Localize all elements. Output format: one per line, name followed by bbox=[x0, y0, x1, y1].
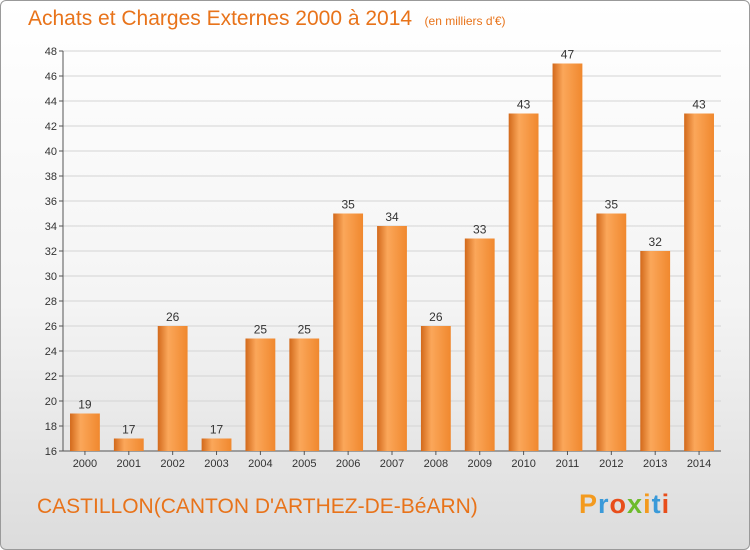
x-tick-label-2008: 2008 bbox=[424, 458, 448, 470]
bar-2004 bbox=[245, 338, 276, 451]
value-label-2002: 26 bbox=[166, 310, 180, 324]
bar-2012 bbox=[596, 213, 627, 451]
bar-2010 bbox=[508, 113, 539, 451]
commune-name: CASTILLON(CANTON D'ARTHEZ-DE-BéARN) bbox=[37, 495, 478, 518]
value-label-2009: 33 bbox=[473, 223, 487, 237]
labels: 16 18 20 22 24 26 28 30 32 34 36 38 40 42 44 46 48 19 2000… bbox=[45, 46, 712, 470]
x-tick-label-2006: 2006 bbox=[336, 458, 360, 470]
bar-2011 bbox=[552, 63, 583, 451]
logo-letter: P bbox=[579, 489, 599, 519]
x-tick-label-2007: 2007 bbox=[380, 458, 404, 470]
x-tick-label-2011: 2011 bbox=[556, 458, 580, 470]
x-tick-label-2013: 2013 bbox=[643, 458, 667, 470]
y-tick-label: 34 bbox=[45, 221, 57, 233]
y-tick-label: 42 bbox=[45, 121, 57, 133]
y-tick-label: 28 bbox=[45, 296, 57, 308]
y-tick-label: 46 bbox=[45, 71, 57, 83]
proxiti-logo[interactable]: Proxiti bbox=[579, 489, 670, 520]
logo-letter: t bbox=[651, 489, 662, 519]
y-tick-label: 30 bbox=[45, 271, 57, 283]
x-tick-label-2005: 2005 bbox=[292, 458, 316, 470]
value-label-2003: 17 bbox=[210, 423, 224, 437]
x-tick-label-2003: 2003 bbox=[204, 458, 228, 470]
x-tick-label-2000: 2000 bbox=[73, 458, 97, 470]
x-tick-label-2012: 2012 bbox=[599, 458, 623, 470]
value-label-2012: 35 bbox=[605, 198, 619, 212]
y-tick-label: 18 bbox=[45, 421, 57, 433]
bar-2000 bbox=[70, 413, 100, 451]
bar-2002 bbox=[157, 326, 188, 451]
value-label-2010: 43 bbox=[517, 98, 531, 112]
y-tick-label: 44 bbox=[45, 96, 57, 108]
bar-2005 bbox=[289, 338, 320, 451]
chart-subtitle: (en milliers d'€) bbox=[424, 14, 506, 28]
value-label-2005: 25 bbox=[298, 323, 312, 337]
y-tick-label: 20 bbox=[45, 396, 57, 408]
x-tick-label-2001: 2001 bbox=[117, 458, 141, 470]
x-tick-label-2009: 2009 bbox=[467, 458, 491, 470]
x-tick-label-2010: 2010 bbox=[511, 458, 535, 470]
y-tick-label: 38 bbox=[45, 171, 57, 183]
logo-letter: i bbox=[661, 489, 671, 519]
bar-2008 bbox=[420, 326, 451, 451]
chart-title: Achats et Charges Externes 2000 à 2014 bbox=[28, 7, 413, 30]
bar-2007 bbox=[377, 226, 407, 451]
logo-letter: r bbox=[598, 489, 610, 519]
value-label-2014: 43 bbox=[692, 98, 706, 112]
value-label-2004: 25 bbox=[254, 323, 268, 337]
bars bbox=[70, 63, 714, 451]
y-tick-label: 32 bbox=[45, 246, 57, 258]
bar-2003 bbox=[201, 438, 232, 451]
bar-2001 bbox=[113, 438, 144, 451]
value-label-2011: 47 bbox=[561, 48, 575, 62]
y-tick-label: 16 bbox=[45, 446, 57, 458]
y-tick-label: 22 bbox=[45, 371, 57, 383]
value-label-2013: 32 bbox=[649, 235, 663, 249]
title-row: Achats et Charges Externes 2000 à 2014 (… bbox=[28, 7, 506, 31]
value-label-2006: 35 bbox=[341, 198, 355, 212]
y-tick-label: 40 bbox=[45, 146, 57, 158]
y-tick-label: 36 bbox=[45, 196, 57, 208]
logo-letter: i bbox=[643, 489, 652, 519]
y-tick-label: 48 bbox=[45, 46, 57, 58]
bar-2006 bbox=[333, 213, 364, 451]
bar-2014 bbox=[684, 113, 714, 451]
x-tick-label-2002: 2002 bbox=[160, 458, 184, 470]
value-label-2000: 19 bbox=[78, 398, 92, 412]
logo-letter: x bbox=[627, 489, 644, 519]
value-label-2007: 34 bbox=[385, 210, 399, 224]
value-label-2008: 26 bbox=[429, 310, 443, 324]
value-label-2001: 17 bbox=[122, 423, 136, 437]
y-tick-label: 26 bbox=[45, 321, 57, 333]
bar-2009 bbox=[464, 238, 495, 451]
y-tick-label: 24 bbox=[45, 346, 57, 358]
x-tick-label-2014: 2014 bbox=[687, 458, 711, 470]
logo-letter: o bbox=[609, 489, 628, 519]
bar-2013 bbox=[640, 251, 671, 451]
x-tick-label-2004: 2004 bbox=[248, 458, 272, 470]
